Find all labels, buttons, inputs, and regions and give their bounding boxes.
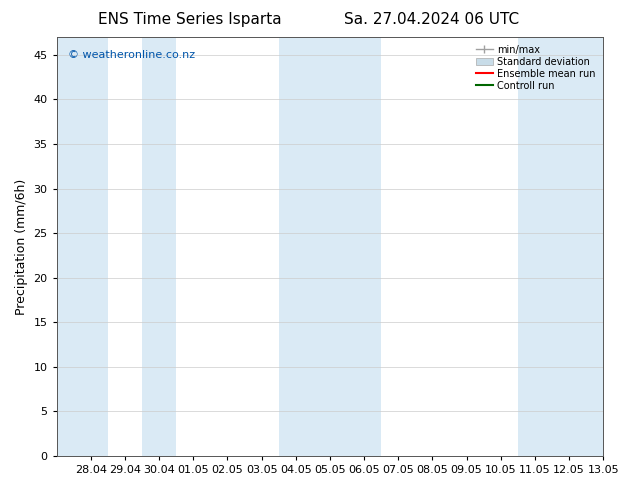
Text: Sa. 27.04.2024 06 UTC: Sa. 27.04.2024 06 UTC xyxy=(344,12,519,27)
Text: © weatheronline.co.nz: © weatheronline.co.nz xyxy=(68,49,195,60)
Text: ENS Time Series Isparta: ENS Time Series Isparta xyxy=(98,12,282,27)
Y-axis label: Precipitation (mm/6h): Precipitation (mm/6h) xyxy=(15,178,28,315)
Bar xyxy=(279,37,381,456)
Bar xyxy=(56,37,108,456)
Bar xyxy=(142,37,176,456)
Legend: min/max, Standard deviation, Ensemble mean run, Controll run: min/max, Standard deviation, Ensemble me… xyxy=(472,42,598,94)
Bar xyxy=(518,37,620,456)
